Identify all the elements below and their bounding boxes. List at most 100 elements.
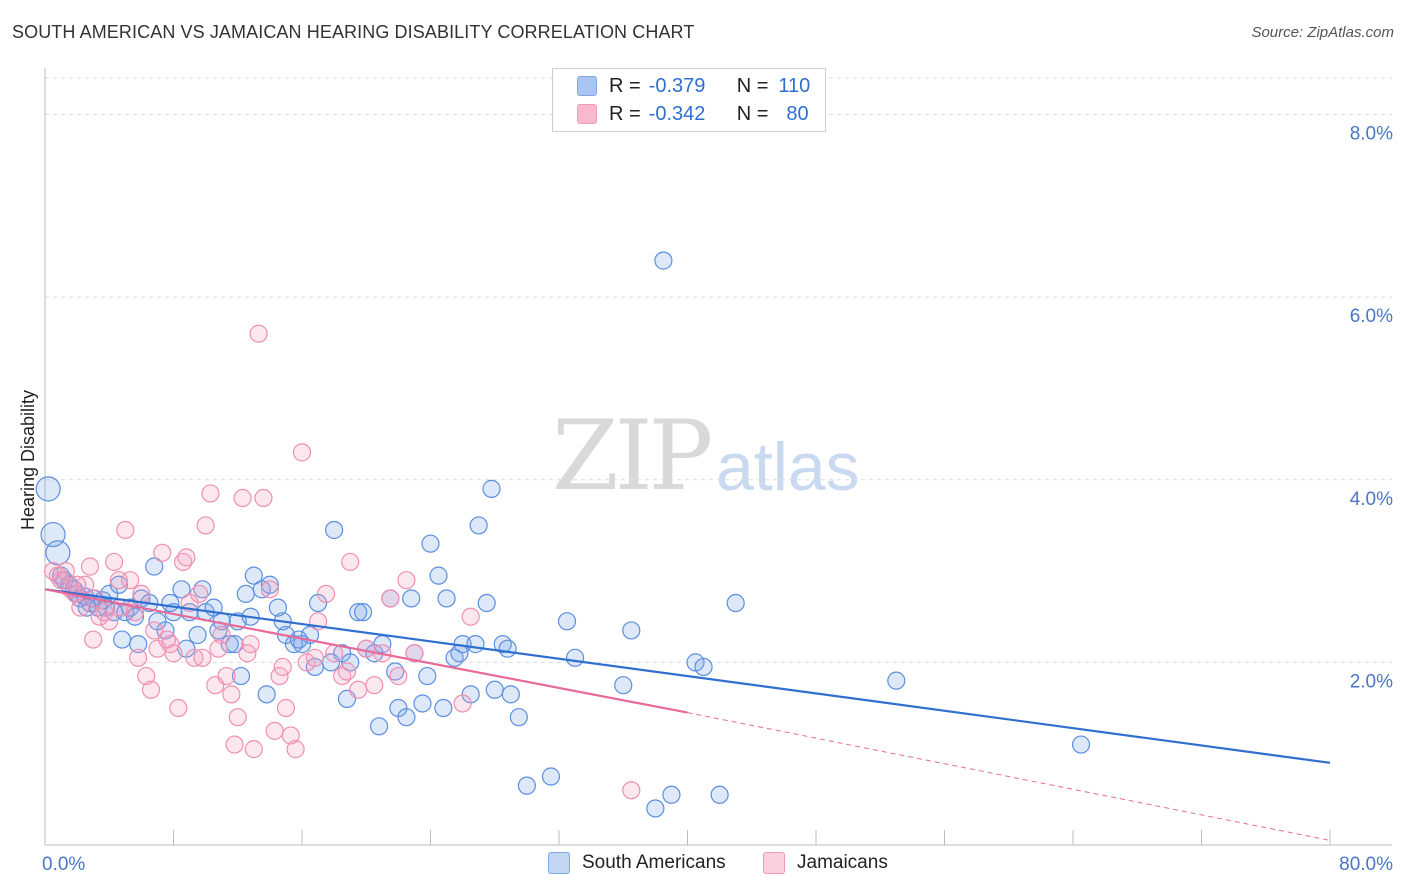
y-tick-label: 4.0% [1350, 489, 1393, 510]
legend-r-label: R = [609, 102, 641, 125]
point-jamaican [212, 625, 231, 645]
point-jamaican [129, 648, 148, 667]
point-jamaican [137, 666, 156, 686]
point-jamaican [222, 685, 241, 704]
point-south-american [161, 593, 180, 613]
point-jamaican [145, 621, 164, 640]
legend-item-jamaicans[interactable]: Jamaicans [763, 852, 888, 874]
point-jamaican [177, 548, 196, 567]
point-jamaican [193, 648, 212, 667]
point-jamaican [209, 639, 228, 658]
watermark-atlas: atlas [716, 429, 860, 505]
point-jamaican [132, 584, 151, 603]
point-south-american [260, 575, 279, 594]
point-south-american [498, 639, 517, 658]
watermark-zip: ZIP [552, 400, 713, 512]
point-jamaican [68, 575, 87, 594]
point-jamaican [260, 580, 279, 599]
y-axis-label: Hearing Disability [18, 390, 38, 530]
point-jamaican [292, 443, 312, 462]
point-jamaican [190, 584, 209, 603]
point-south-american [509, 708, 528, 727]
point-jamaican [104, 552, 124, 572]
point-south-american [244, 566, 263, 585]
point-jamaican [405, 644, 424, 663]
point-jamaican [80, 557, 100, 576]
point-south-american [622, 621, 641, 640]
point-south-american [421, 534, 440, 553]
point-south-american [45, 540, 71, 566]
legend-n-value: 110 [778, 74, 811, 97]
tick-labels: 2.0% 4.0% 6.0% 8.0% 0.0% 80.0% [42, 124, 1393, 875]
legend-label-south-americans: South Americans [582, 852, 726, 873]
point-south-american [172, 580, 191, 599]
point-south-american [145, 557, 164, 576]
south-americans-points [35, 251, 1091, 818]
point-jamaican [56, 561, 75, 581]
point-jamaican [341, 552, 360, 572]
point-jamaican [217, 666, 236, 686]
point-south-american [231, 666, 251, 686]
y-tick-label: 2.0% [1350, 671, 1393, 692]
point-south-american [501, 685, 520, 704]
point-jamaican [337, 662, 357, 681]
point-south-american [125, 607, 145, 626]
legend-r-value: -0.379 [648, 74, 706, 97]
trend-line-jamaicans [44, 588, 688, 714]
legend-n-value: 80 [786, 102, 809, 125]
jamaicans-points [43, 324, 641, 800]
trend-line-jamaicans-extension [687, 712, 1331, 841]
point-south-american [662, 785, 681, 804]
point-jamaican [254, 488, 273, 508]
point-jamaican [95, 603, 114, 622]
point-south-american [694, 657, 713, 677]
point-jamaican [461, 607, 480, 626]
point-jamaican [71, 598, 90, 617]
point-jamaican [276, 698, 296, 718]
point-south-american [517, 776, 536, 795]
point-jamaican [116, 520, 135, 540]
point-south-american [466, 635, 485, 654]
point-jamaican [305, 648, 324, 667]
swatch-jamaicans [763, 852, 785, 874]
point-south-american [710, 785, 729, 804]
point-south-american [646, 799, 665, 818]
point-jamaican [365, 676, 384, 695]
point-south-american [477, 593, 496, 613]
point-south-american [887, 671, 906, 690]
point-south-american [402, 589, 421, 608]
point-south-american [397, 708, 416, 727]
point-south-american [565, 648, 585, 667]
point-south-american [353, 603, 373, 622]
legend-n-label: N = [736, 102, 769, 125]
point-jamaican [153, 543, 172, 562]
x-tick-label: 80.0% [1339, 854, 1393, 875]
axes [44, 68, 1392, 846]
point-south-american [557, 612, 577, 631]
point-jamaican [228, 708, 247, 727]
point-south-american [726, 593, 745, 613]
x-tick-label: 0.0% [42, 854, 85, 875]
point-south-american [268, 598, 288, 617]
legend-swatch-south-americans [577, 76, 597, 96]
point-jamaican [141, 680, 161, 699]
legend-r-label: R = [609, 74, 641, 97]
point-south-american [109, 575, 128, 594]
point-jamaican [265, 721, 284, 740]
point-south-american [469, 516, 488, 535]
point-jamaican [201, 484, 220, 503]
point-south-american [437, 589, 456, 608]
point-south-american [485, 680, 504, 699]
legend-n-label: N = [736, 74, 769, 97]
point-south-american [418, 666, 437, 686]
point-jamaican [241, 635, 260, 654]
point-south-american [450, 644, 469, 663]
point-jamaican [622, 781, 641, 800]
point-jamaican [273, 657, 292, 677]
point-jamaican [84, 630, 103, 649]
point-jamaican [381, 589, 400, 608]
point-south-american [654, 251, 673, 270]
legend-item-south-americans[interactable]: South Americans [548, 852, 726, 874]
point-south-american [1071, 735, 1091, 754]
